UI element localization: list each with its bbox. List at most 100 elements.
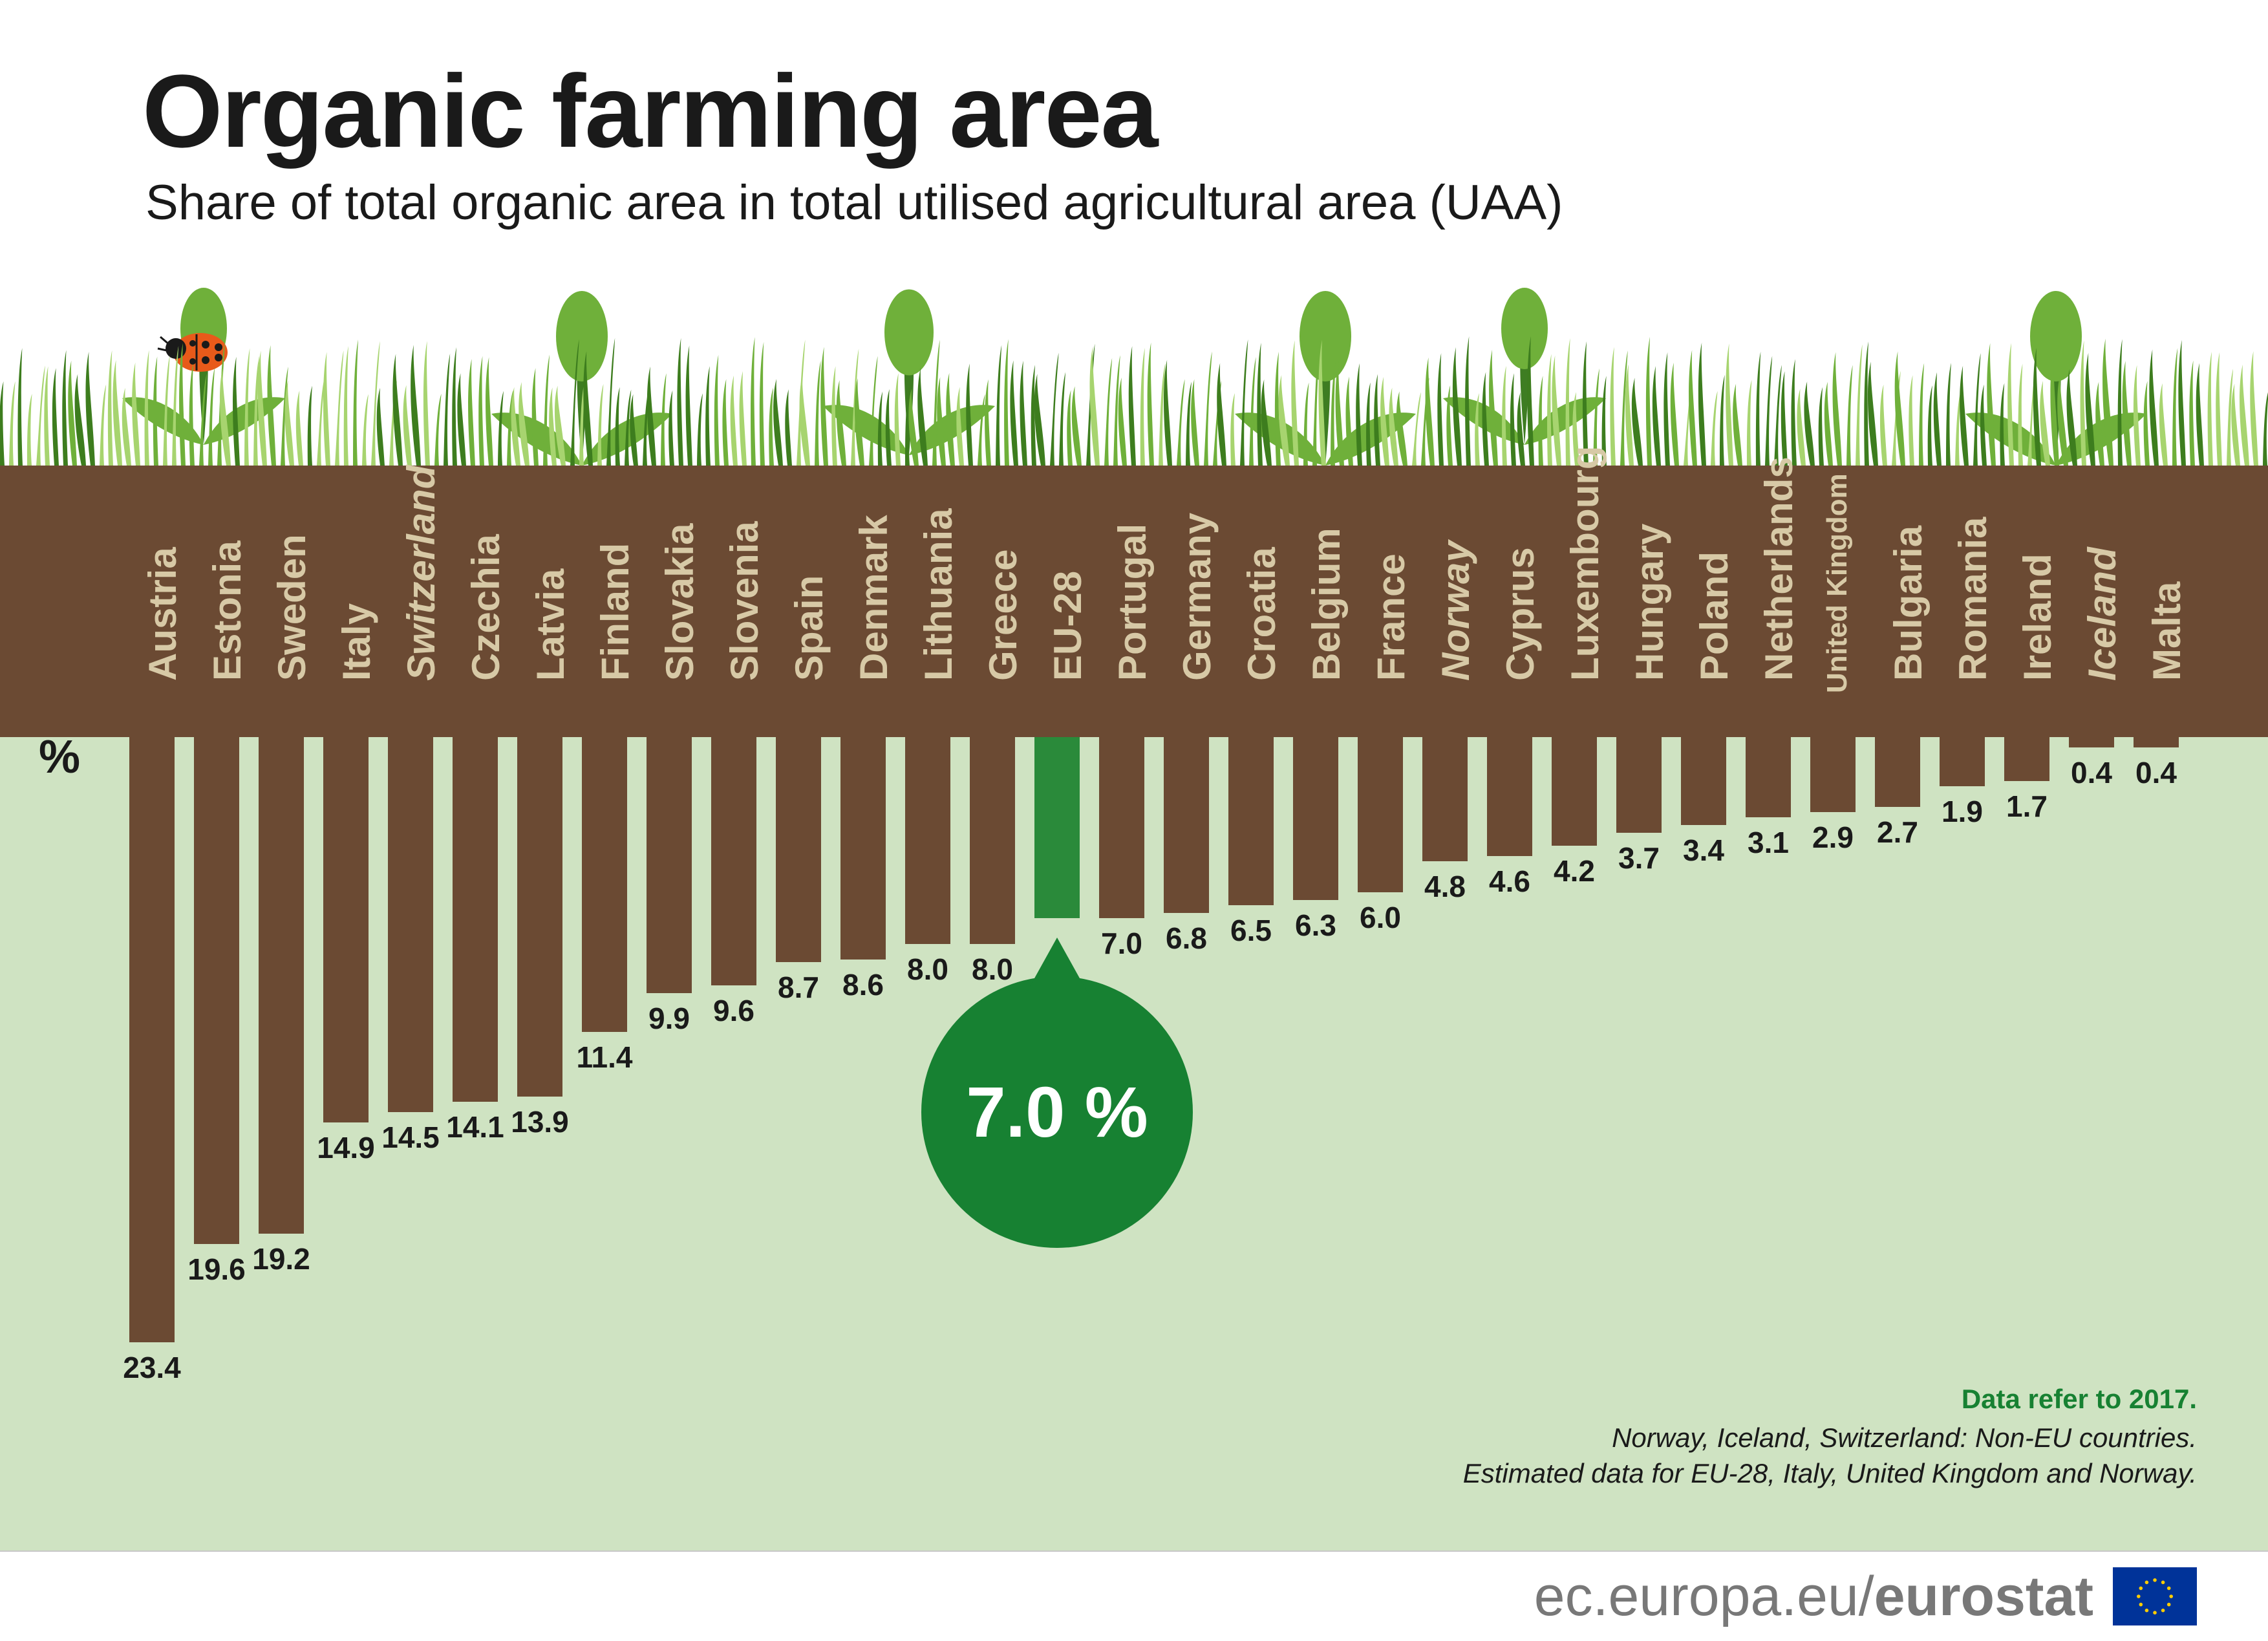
bar-label: France	[1369, 553, 1413, 681]
bar-value: 9.9	[648, 1001, 690, 1036]
bar-label: Germany	[1175, 513, 1219, 681]
bar-rect	[1228, 737, 1274, 905]
bar-label: Poland	[1692, 552, 1737, 681]
bar-label: Switzerland	[399, 466, 444, 681]
bar-value: 14.9	[317, 1130, 375, 1165]
y-axis-label: %	[39, 731, 80, 784]
bar-label: Greece	[981, 550, 1025, 681]
bar-label: Iceland	[2080, 547, 2124, 681]
bar-rect	[1422, 737, 1468, 861]
bar-value: 19.2	[252, 1241, 310, 1276]
bar-rect	[1940, 737, 1985, 786]
bar-rect	[840, 737, 886, 960]
bar-rect	[776, 737, 821, 962]
bar-rect	[905, 737, 950, 944]
bar-value: 13.9	[511, 1104, 569, 1139]
bar-rect	[388, 737, 433, 1112]
bar-rect	[1293, 737, 1338, 900]
bar-value: 1.9	[1942, 794, 1983, 829]
callout-value: 7.0 %	[966, 1071, 1148, 1153]
bar-value: 0.4	[2135, 755, 2177, 790]
bar-value: 9.6	[713, 993, 754, 1028]
eu28-callout: 7.0 %	[921, 976, 1193, 1248]
bar-label: Spain	[787, 575, 831, 681]
bar-value: 3.4	[1683, 833, 1724, 868]
bar-rect	[1746, 737, 1791, 817]
bar-label: Ireland	[2015, 553, 2060, 681]
footer-url-light: ec.europa.eu/	[1534, 1565, 1874, 1627]
bar-value: 14.5	[381, 1120, 440, 1155]
bar-rect	[2069, 737, 2114, 747]
bar-label: United Kingdom	[1821, 473, 1854, 693]
bar-rect	[1099, 737, 1144, 918]
bar-value: 8.7	[778, 970, 819, 1005]
bar-label: Hungary	[1627, 524, 1672, 681]
bar-label: Estonia	[205, 541, 250, 681]
bar-rect	[2004, 737, 2049, 781]
bar-value: 6.0	[1360, 900, 1401, 935]
grass-svg	[0, 259, 2268, 466]
bar-value: 23.4	[123, 1350, 181, 1385]
bar-label: Czechia	[464, 534, 508, 681]
bar-label: Slovenia	[722, 521, 767, 681]
bar-label: Sweden	[270, 534, 314, 681]
bar-rect	[194, 737, 239, 1244]
bar-label: Romania	[1951, 517, 1995, 681]
bar-value: 2.7	[1877, 815, 1918, 850]
bar-label: Denmark	[851, 515, 896, 681]
footer: ec.europa.eu/eurostat	[0, 1550, 2268, 1641]
chart-title: Organic farming area	[142, 52, 1157, 171]
bar-value: 19.6	[187, 1252, 246, 1287]
bar-label: Bulgaria	[1886, 526, 1931, 681]
footer-url-bold: eurostat	[1874, 1565, 2093, 1627]
chart-subtitle: Share of total organic area in total uti…	[145, 175, 1563, 231]
footer-url: ec.europa.eu/eurostat	[1534, 1565, 2093, 1629]
bar-label: Malta	[2145, 582, 2189, 681]
bar-value: 11.4	[577, 1040, 633, 1075]
bar-label: Finland	[593, 543, 637, 681]
bar-value: 3.7	[1618, 841, 1660, 875]
bar-value: 1.7	[2006, 789, 2048, 824]
bar-rect	[970, 737, 1015, 944]
bar-value: 8.0	[972, 952, 1013, 987]
bar-label: Italy	[334, 603, 379, 681]
infographic-canvas: Organic farming area Share of total orga…	[0, 0, 2268, 1641]
bar-rect	[1358, 737, 1403, 892]
bar-rect	[1034, 737, 1080, 918]
bar-label: Portugal	[1110, 524, 1155, 681]
footnote-noneu: Norway, Iceland, Switzerland: Non-EU cou…	[1612, 1422, 2197, 1453]
bar-rect	[1616, 737, 1662, 833]
bar-label: Cyprus	[1498, 547, 1543, 681]
bar-rect	[711, 737, 756, 985]
bar-label: Netherlands	[1757, 456, 1801, 681]
bar-label: Norway	[1433, 541, 1478, 681]
bar-rect	[323, 737, 369, 1122]
bar-value: 7.0	[1101, 926, 1142, 961]
bar-rect	[129, 737, 175, 1342]
bar-rect	[2134, 737, 2179, 747]
grass-decoration	[0, 259, 2268, 466]
bar-rect	[1164, 737, 1209, 913]
bar-value: 8.6	[842, 967, 884, 1002]
footnote-year: Data refer to 2017.	[1962, 1384, 2197, 1415]
bar-value: 4.2	[1554, 853, 1595, 888]
bar-rect	[259, 737, 304, 1234]
bar-label: Austria	[140, 547, 185, 681]
eu-flag-icon	[2113, 1567, 2197, 1625]
bar-value: 6.3	[1295, 908, 1336, 943]
bar-chart: Austria23.4Estonia19.6Sweden19.2Italy14.…	[129, 466, 2203, 1550]
bar-value: 14.1	[446, 1110, 504, 1144]
bar-label: Latvia	[528, 569, 573, 681]
bar-label: EU-28	[1045, 571, 1090, 681]
bar-value: 3.1	[1748, 825, 1789, 860]
bar-value: 6.5	[1230, 913, 1272, 948]
bar-value: 2.9	[1812, 820, 1854, 855]
bar-rect	[1810, 737, 1856, 812]
bar-label: Slovakia	[658, 524, 702, 681]
bar-rect	[582, 737, 627, 1032]
bar-label: Lithuania	[916, 508, 961, 681]
bar-value: 4.6	[1489, 864, 1530, 899]
bar-rect	[1875, 737, 1920, 807]
bar-rect	[1681, 737, 1726, 825]
bar-rect	[647, 737, 692, 993]
